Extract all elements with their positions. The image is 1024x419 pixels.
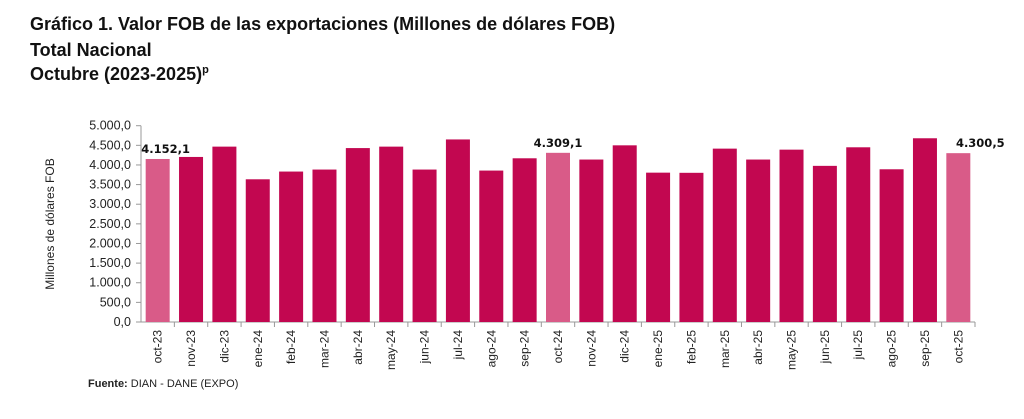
data-label: 4.309,1 bbox=[534, 136, 583, 150]
bar-ene-25 bbox=[646, 172, 671, 322]
x-tick-label: sep-25 bbox=[918, 330, 932, 367]
bar-ago-25 bbox=[879, 169, 904, 322]
bar-nov-23 bbox=[179, 156, 204, 322]
x-tick-label: jun-24 bbox=[418, 330, 432, 365]
bar-sep-24 bbox=[512, 158, 537, 322]
x-tick-label: ago-25 bbox=[885, 330, 899, 368]
bar-jun-25 bbox=[812, 165, 837, 322]
provisional-mark: p bbox=[202, 64, 209, 76]
x-tick-label: dic-24 bbox=[618, 330, 632, 363]
bar-feb-25 bbox=[679, 172, 704, 322]
x-tick-label: may-25 bbox=[785, 330, 799, 370]
x-tick-label: dic-23 bbox=[217, 330, 231, 363]
y-tick-label: 4.000,0 bbox=[89, 158, 131, 172]
y-tick-label: 0,0 bbox=[114, 315, 131, 329]
source-note: Fuente: DIAN - DANE (EXPO) bbox=[88, 378, 238, 390]
y-tick-label: 4.500,0 bbox=[89, 138, 131, 152]
source-label: Fuente: bbox=[88, 378, 128, 390]
x-tick-label: mar-25 bbox=[718, 330, 732, 368]
y-tick-label: 3.000,0 bbox=[89, 197, 131, 211]
bar-jul-25 bbox=[846, 147, 871, 322]
bar-oct-23 bbox=[145, 158, 170, 322]
x-tick-label: jul-24 bbox=[451, 330, 465, 361]
bar-feb-24 bbox=[279, 171, 304, 322]
y-tick-label: 500,0 bbox=[100, 295, 131, 309]
x-tick-label: abr-25 bbox=[751, 330, 765, 365]
bar-jun-24 bbox=[412, 169, 437, 322]
x-tick-label: oct-24 bbox=[551, 330, 565, 364]
bar-mar-25 bbox=[712, 148, 737, 322]
bar-dic-24 bbox=[612, 145, 637, 322]
bar-dic-23 bbox=[212, 146, 237, 322]
chart-title: Gráfico 1. Valor FOB de las exportacione… bbox=[30, 14, 616, 34]
bar-may-24 bbox=[379, 146, 404, 322]
source-text: DIAN - DANE (EXPO) bbox=[130, 378, 239, 390]
x-tick-label: ene-24 bbox=[251, 330, 265, 368]
bar-mar-24 bbox=[312, 169, 337, 322]
x-tick-label: mar-24 bbox=[317, 330, 331, 368]
x-tick-label: oct-23 bbox=[151, 330, 165, 364]
data-label: 4.300,5 bbox=[956, 136, 1005, 150]
bar-nov-24 bbox=[579, 159, 604, 322]
x-tick-label: jul-25 bbox=[851, 330, 865, 361]
x-tick-label: jun-25 bbox=[818, 330, 832, 365]
x-tick-label: feb-24 bbox=[284, 330, 298, 364]
y-tick-label: 2.000,0 bbox=[89, 236, 131, 250]
x-tick-label: nov-23 bbox=[184, 330, 198, 367]
x-tick-label: oct-25 bbox=[951, 330, 965, 364]
bar-oct-24 bbox=[546, 152, 570, 322]
bar-oct-25 bbox=[946, 153, 971, 322]
chart-subtitle: Total Nacional bbox=[30, 40, 152, 60]
bar-jul-24 bbox=[445, 139, 470, 322]
x-tick-label: abr-24 bbox=[351, 330, 365, 365]
y-tick-label: 1.000,0 bbox=[89, 276, 131, 290]
x-tick-label: nov-24 bbox=[584, 330, 598, 367]
bar-abr-24 bbox=[345, 148, 370, 322]
x-tick-label: sep-24 bbox=[518, 330, 532, 367]
y-tick-label: 2.500,0 bbox=[89, 217, 131, 231]
x-tick-label: ene-25 bbox=[651, 330, 665, 368]
y-tick-label: 1.500,0 bbox=[89, 256, 131, 270]
period-text: Octubre (2023-2025) bbox=[30, 64, 203, 84]
chart-period: Octubre (2023-2025)p bbox=[30, 64, 209, 85]
bar-ago-24 bbox=[479, 170, 504, 322]
data-label: 4.152,1 bbox=[141, 142, 190, 156]
x-tick-label: ago-24 bbox=[484, 330, 498, 368]
x-tick-label: may-24 bbox=[384, 330, 398, 370]
y-axis-title: Millones de dólares FOB bbox=[43, 158, 57, 289]
bar-may-25 bbox=[779, 149, 804, 322]
bar-sep-25 bbox=[912, 138, 937, 322]
x-tick-label: feb-25 bbox=[684, 330, 698, 364]
bar-abr-25 bbox=[746, 159, 771, 322]
bar-ene-24 bbox=[245, 179, 270, 322]
y-tick-label: 3.500,0 bbox=[89, 178, 131, 192]
y-tick-label: 5.000,0 bbox=[89, 119, 131, 133]
